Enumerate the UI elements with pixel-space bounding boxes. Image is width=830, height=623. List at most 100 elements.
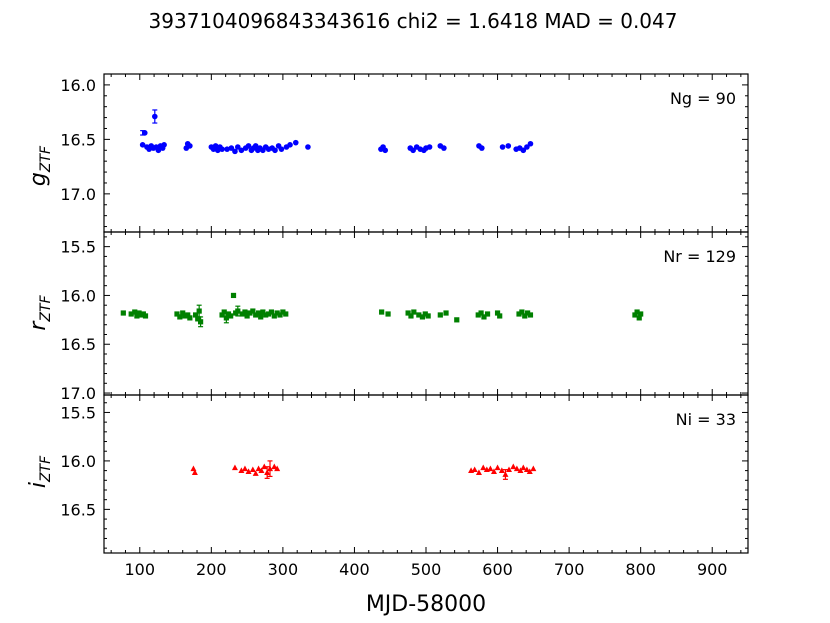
data-point: [484, 311, 491, 317]
data-point: [230, 292, 237, 299]
data-point: [497, 313, 503, 319]
x-tick-label: 500: [411, 560, 442, 579]
data-point: [280, 309, 286, 315]
data-point: [241, 465, 248, 472]
data-point: [634, 309, 640, 315]
data-point: [252, 470, 259, 476]
data-point: [527, 312, 534, 318]
y-tick-label: 16.0: [60, 76, 96, 95]
point-count-annotation: Ng = 90: [670, 89, 736, 108]
data-point: [258, 314, 264, 320]
panel-i: 15.5 16.0 16.5 100 200 300 400 500 600 700 800 900 i…: [26, 394, 749, 579]
data-point: [410, 147, 416, 154]
data-point: [245, 468, 252, 474]
y-tick-label: 16.0: [60, 452, 96, 471]
data-point: [426, 144, 433, 150]
data-point: [249, 466, 256, 473]
x-tick-label: 100: [125, 560, 156, 579]
data-point: [134, 313, 140, 319]
data-point: [441, 145, 447, 151]
data-point: [522, 313, 528, 319]
data-point: [195, 316, 201, 322]
data-point: [480, 464, 487, 471]
data-point: [141, 130, 148, 136]
data-point: [494, 464, 501, 471]
data-point: [405, 310, 411, 316]
y-tick-label: 17.0: [60, 185, 96, 204]
panel-frame: [103, 73, 749, 233]
data-point: [231, 464, 238, 471]
data-point: [422, 311, 428, 317]
data-point: [128, 311, 134, 317]
data-point: [255, 310, 262, 316]
data-point: [498, 467, 505, 474]
data-point: [228, 313, 234, 319]
figure-title: 3937104096843343616 chi2 = 1.6418 MAD = …: [149, 9, 678, 33]
panel-frame: [103, 394, 749, 554]
data-point: [499, 144, 506, 150]
data-point: [443, 310, 449, 316]
x-tick-label: 800: [625, 560, 656, 579]
data-point: [139, 142, 146, 148]
data-point: [232, 148, 238, 155]
data-point: [212, 143, 219, 149]
data-point: [385, 311, 391, 317]
y-tick-label: 15.5: [60, 403, 96, 422]
data-point: [454, 317, 460, 323]
data-point: [271, 313, 277, 319]
data-point: [525, 310, 531, 316]
data-point: [190, 465, 197, 472]
y-axis-label: gZTF: [26, 145, 54, 186]
data-point: [239, 311, 245, 317]
data-point: [185, 312, 191, 318]
x-tick-label: 700: [554, 560, 585, 579]
data-point: [487, 465, 494, 472]
data-point: [506, 466, 513, 473]
data-point: [152, 113, 158, 120]
data-point: [238, 467, 245, 474]
y-tick-label: 17.0: [60, 384, 96, 403]
x-tick-label: 600: [482, 560, 513, 579]
data-point: [155, 147, 162, 154]
y-axis-label-main: g: [26, 172, 51, 186]
data-point: [198, 319, 204, 325]
data-point: [475, 469, 482, 475]
y-tick-label: 16.5: [60, 335, 96, 354]
data-point: [479, 145, 485, 151]
data-point: [437, 312, 443, 318]
data-point: [292, 139, 299, 146]
point-count-annotation: Nr = 129: [663, 247, 736, 266]
x-tick-label: 900: [697, 560, 728, 579]
point-count-annotation: Ni = 33: [676, 410, 736, 429]
x-axis-label: MJD-58000: [366, 592, 486, 617]
data-point: [132, 309, 138, 315]
data-point: [520, 464, 527, 471]
data-point: [242, 309, 248, 315]
data-point: [264, 469, 271, 475]
panel-g: 16.0 16.5 17.0 gZTF Ng = 90: [26, 73, 749, 233]
data-point: [221, 309, 227, 315]
data-point: [250, 308, 256, 314]
data-point: [513, 465, 520, 472]
data-point: [517, 467, 524, 474]
data-point: [475, 312, 481, 318]
y-axis-label-main: i: [26, 482, 51, 488]
data-point: [471, 466, 478, 473]
data-point: [382, 147, 389, 154]
data-point: [408, 313, 414, 319]
data-point: [305, 144, 311, 150]
data-point: [263, 312, 269, 318]
data-point: [519, 309, 525, 315]
data-point: [481, 314, 487, 320]
data-point: [187, 315, 193, 321]
data-point: [505, 143, 512, 149]
data-point: [632, 312, 638, 318]
data-point: [510, 463, 517, 470]
data-point: [247, 310, 253, 316]
data-point: [191, 469, 198, 475]
data-point: [287, 142, 293, 148]
data-point: [224, 146, 230, 152]
data-point: [526, 468, 533, 474]
data-point: [196, 308, 202, 314]
